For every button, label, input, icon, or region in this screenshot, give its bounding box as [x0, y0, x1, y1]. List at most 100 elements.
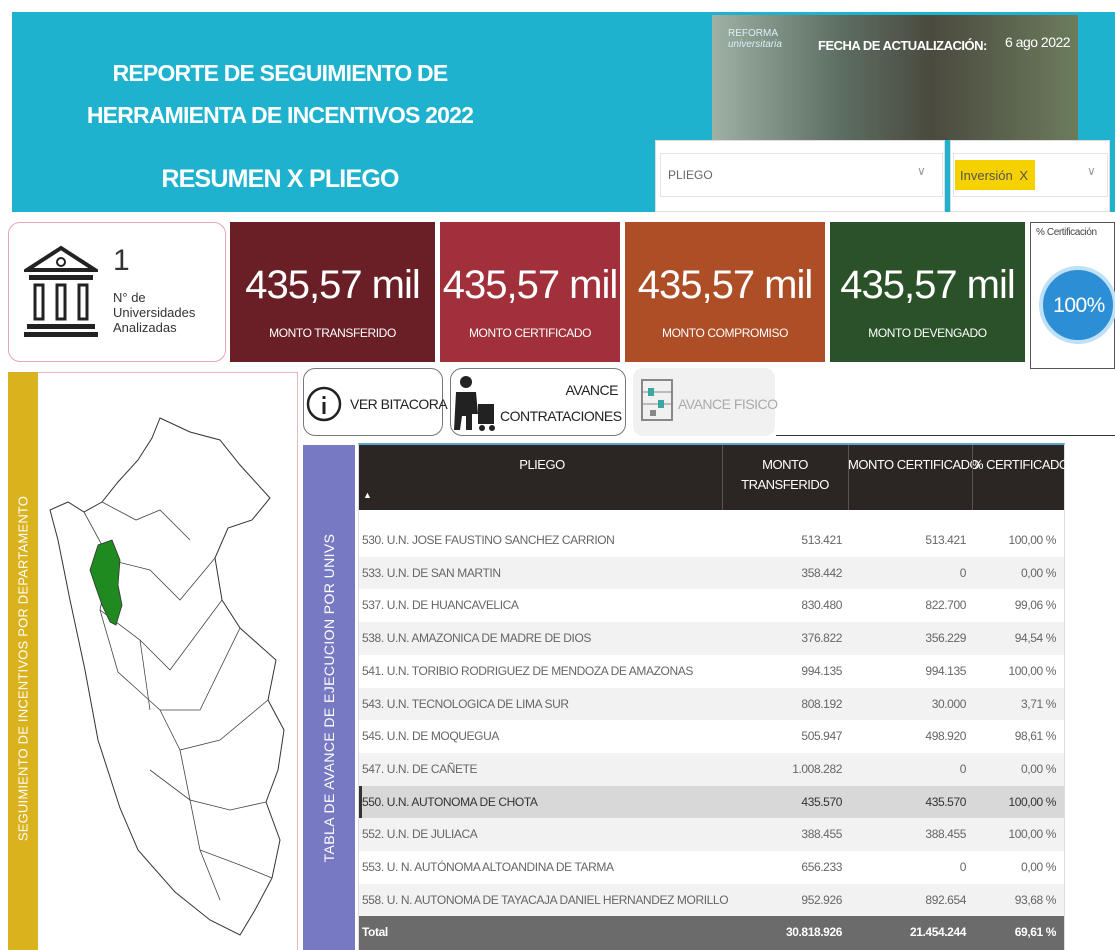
- slicer-box[interactable]: [660, 153, 943, 197]
- sort-indicator[interactable]: ▲: [363, 490, 372, 500]
- table-row[interactable]: [359, 851, 1064, 884]
- table-row[interactable]: [359, 785, 1064, 819]
- kpi-value: 435,57 mil: [637, 263, 814, 307]
- tag[interactable]: Inversión X: [955, 160, 1035, 190]
- side-label: SEGUIMIENTO DE INCENTIVOS POR DEPARTAMEN…: [15, 495, 31, 842]
- button-label: AVANCE FISICO: [678, 396, 778, 412]
- table-cell: 0,00 %: [1021, 565, 1056, 580]
- table-cell: 93,68 %: [1014, 892, 1057, 907]
- institution-icon: [24, 245, 98, 337]
- table-cell: 98,61 %: [1014, 729, 1057, 744]
- table-cell: 0,00 %: [1021, 860, 1056, 874]
- kpi-label: MONTO DEVENGADO: [868, 326, 987, 340]
- table-row[interactable]: [359, 883, 1064, 917]
- update-date: 6 ago 2022: [1005, 34, 1071, 50]
- slicer-box[interactable]: [953, 153, 1108, 197]
- kpi-value: 435,57 mil: [840, 263, 1016, 307]
- photo: [712, 15, 1078, 140]
- table-cell: 0: [959, 860, 967, 874]
- subtitle: RESUMEN X PLIEGO: [161, 165, 399, 193]
- column-header[interactable]: % CERTIFICADO: [972, 457, 1069, 472]
- worker-icon: [454, 376, 495, 431]
- table-cell: 94,54 %: [1014, 631, 1057, 646]
- chevron: ∨: [917, 164, 926, 178]
- tag-close[interactable]: X: [1019, 168, 1029, 183]
- button-label: CONTRATACIONES: [500, 408, 622, 424]
- title-line: HERRAMIENTA DE INCENTIVOS 2022: [86, 102, 474, 128]
- kpi-label: MONTO CERTIFICADO: [468, 326, 592, 340]
- kpi-card: [830, 222, 1025, 362]
- header-divider: [848, 445, 849, 510]
- table-row[interactable]: [359, 818, 1064, 851]
- table-cell: 388.455: [801, 827, 842, 842]
- button-contrataciones[interactable]: [450, 368, 626, 436]
- table-cell: 100,00 %: [1008, 533, 1056, 547]
- table-cell: 99,06 %: [1014, 598, 1057, 613]
- kpi-card: [625, 222, 825, 362]
- table-cell: 358.442: [801, 565, 842, 580]
- gauge: [1039, 266, 1115, 344]
- update-label: FECHA DE ACTUALIZACIÓN:: [818, 38, 987, 53]
- table-row[interactable]: [359, 556, 1064, 590]
- tag-text: Inversión: [960, 168, 1013, 183]
- table-cell: 541. U.N. TORIBIO RODRIGUEZ DE MENDOZA D…: [362, 663, 693, 678]
- side-bar: [8, 372, 38, 950]
- table-cell: 994.135: [801, 663, 842, 678]
- gauge-title: % Certificación: [1036, 227, 1097, 238]
- kpi-card: [230, 222, 435, 362]
- pliego-slicer[interactable]: [655, 140, 945, 212]
- table-cell: 553. U. N. AUTÓNOMA ALTOANDINA DE TARMA: [362, 860, 614, 874]
- table-cell: 3,71 %: [1021, 696, 1056, 711]
- table-cell: 952.926: [801, 892, 842, 907]
- column-header[interactable]: PLIEGO: [519, 457, 565, 472]
- table-row[interactable]: [359, 589, 1064, 623]
- table-cell: 545. U.N. DE MOQUEGUA: [362, 729, 499, 744]
- table-cell: 656.233: [801, 860, 842, 874]
- table-cell: 1.008.282: [792, 761, 842, 776]
- table-cell: 356.229: [925, 631, 966, 646]
- table-cell: 550. U.N. AUTONOMA DE CHOTA: [362, 794, 538, 809]
- table-cell: 30.000: [931, 696, 967, 711]
- universities-count: 1: [113, 244, 130, 277]
- table-cell: 376.822: [801, 631, 842, 646]
- table-row[interactable]: [359, 622, 1064, 655]
- button-label: AVANCE: [565, 382, 619, 398]
- table-cell: 808.192: [801, 696, 842, 711]
- table-side-bar: [303, 445, 355, 950]
- kpi-card: [440, 222, 620, 362]
- table-row[interactable]: [359, 654, 1064, 688]
- universities-label: N° de: [113, 290, 146, 305]
- table-cell: 0: [959, 761, 967, 776]
- table-row[interactable]: [359, 687, 1064, 721]
- chevron: ∨: [1087, 164, 1096, 178]
- table-cell: 435.570: [925, 794, 966, 809]
- kpi-value: 435,57 mil: [245, 263, 421, 307]
- total-cell: 21.454.244: [909, 925, 966, 940]
- total-cell: Total: [362, 925, 388, 940]
- table-cell: 388.455: [925, 827, 966, 842]
- slicer-label: PLIEGO: [668, 168, 713, 182]
- column-header[interactable]: MONTO CERTIFICADO: [848, 457, 980, 472]
- table-row[interactable]: [359, 752, 1064, 786]
- button-bitacora[interactable]: [303, 368, 443, 436]
- table-cell: 558. U. N. AUTONOMA DE TAYACAJA DANIEL H…: [362, 892, 729, 907]
- table-row[interactable]: [359, 524, 1064, 557]
- table-cell: 892.654: [925, 892, 966, 907]
- column-header[interactable]: MONTO TRANSFERIDO: [741, 457, 829, 492]
- table-side-label: TABLA DE AVANCE DE EJECUCION POR UNIVS: [321, 533, 337, 863]
- kpi-value: 435,57 mil: [442, 263, 619, 307]
- table-cell: 100,00 %: [1008, 663, 1056, 678]
- table-cell: 505.947: [801, 729, 842, 744]
- divider: [776, 435, 1115, 436]
- table-cell: 547. U.N. DE CAÑETE: [362, 761, 478, 776]
- table-cell: 830.480: [801, 598, 842, 613]
- kpi-label: MONTO TRANSFERIDO: [269, 326, 396, 340]
- gauge-value: 100%: [1053, 294, 1105, 317]
- table-row[interactable]: [359, 720, 1064, 753]
- universities-label: Analizadas: [113, 320, 177, 335]
- table-cell: 513.421: [925, 533, 966, 547]
- table-cell: 533. U.N. DE SAN MARTIN: [362, 565, 501, 580]
- table-cell: 994.135: [925, 663, 966, 678]
- table-cell: 513.421: [801, 533, 842, 547]
